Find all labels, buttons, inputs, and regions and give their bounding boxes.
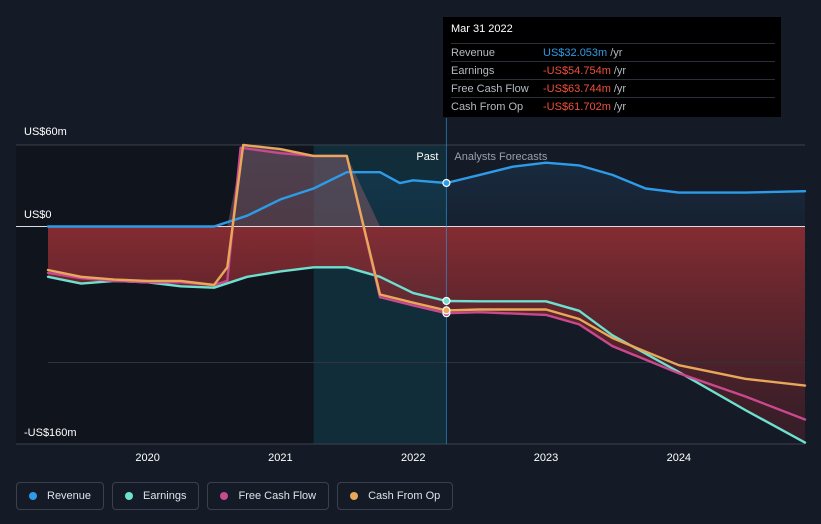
past-label: Past bbox=[416, 151, 438, 163]
tooltip-row-unit: /yr bbox=[610, 46, 623, 59]
chart-canvas: US$60m US$0 -US$160m 2020 2021 2022 2023 2024 Pa… bbox=[16, 118, 807, 464]
tooltip-row-value: US$32.053m bbox=[543, 46, 608, 59]
legend-item-free-cash-flow[interactable]: Free Cash Flow bbox=[207, 482, 330, 510]
y-axis-label: US$60m bbox=[24, 126, 67, 138]
tooltip-date: Mar 31 2022 bbox=[451, 23, 513, 35]
legend-item-cash-from-op[interactable]: Cash From Op bbox=[337, 482, 454, 510]
legend-dot-icon bbox=[220, 492, 229, 500]
legend-label: Earnings bbox=[143, 490, 187, 502]
x-tick-label: 2024 bbox=[667, 452, 691, 464]
x-tick-label: 2022 bbox=[401, 452, 425, 464]
tooltip-row-earnings: Earnings -US$54.754m /yr bbox=[451, 61, 775, 79]
series-marker-cash-from-op bbox=[442, 306, 451, 315]
tooltip-row-name: Earnings bbox=[451, 64, 495, 77]
legend-dot-icon bbox=[29, 492, 37, 500]
forecast-label: Analysts Forecasts bbox=[454, 151, 547, 163]
cash-spike-area bbox=[48, 145, 805, 227]
legend-item-revenue[interactable]: Revenue bbox=[16, 482, 105, 510]
legend-label: Free Cash Flow bbox=[238, 490, 317, 502]
x-tick-label: 2023 bbox=[534, 452, 558, 464]
series-line-revenue bbox=[46, 161, 807, 228]
tooltip-row-value: -US$54.754m bbox=[543, 64, 611, 77]
series-marker-earnings bbox=[442, 296, 451, 306]
tooltip-row-unit: /yr bbox=[613, 64, 627, 77]
x-tick-label: 2021 bbox=[268, 452, 292, 464]
legend-label: Revenue bbox=[47, 490, 92, 502]
legend-item-earnings[interactable]: Earnings bbox=[112, 482, 200, 510]
legend: Revenue Earnings Free Cash Flow Cash Fro… bbox=[16, 482, 454, 510]
tooltip-row-unit: /yr bbox=[613, 82, 627, 95]
series-line-cash-from-op bbox=[46, 143, 807, 387]
y-axis-label: -US$160m bbox=[24, 427, 77, 439]
tooltip: Mar 31 2022 Revenue US$32.053m /yr Earni… bbox=[443, 17, 781, 117]
tooltip-row-name: Cash From Op bbox=[451, 100, 524, 113]
legend-label: Cash From Op bbox=[368, 490, 441, 502]
tooltip-row-cash-from-op: Cash From Op -US$61.702m /yr bbox=[451, 97, 775, 115]
x-tick-label: 2020 bbox=[135, 452, 159, 464]
legend-dot-icon bbox=[125, 492, 134, 500]
tooltip-row-revenue: Revenue US$32.053m /yr bbox=[451, 43, 775, 61]
negative-area bbox=[48, 226, 805, 443]
tooltip-row-free-cash-flow: Free Cash Flow -US$63.744m /yr bbox=[451, 79, 775, 97]
tooltip-row-value: -US$61.702m bbox=[543, 100, 611, 113]
y-axis-label: US$0 bbox=[24, 209, 52, 221]
tooltip-row-unit: /yr bbox=[613, 100, 627, 113]
tooltip-row-value: -US$63.744m bbox=[543, 82, 611, 95]
series-marker-revenue bbox=[442, 178, 451, 188]
tooltip-row-name: Free Cash Flow bbox=[451, 82, 529, 95]
tooltip-row-name: Revenue bbox=[451, 46, 496, 59]
legend-dot-icon bbox=[350, 492, 359, 500]
